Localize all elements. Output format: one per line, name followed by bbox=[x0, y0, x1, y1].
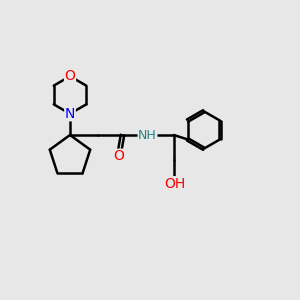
Text: NH: NH bbox=[138, 128, 157, 142]
Text: O: O bbox=[64, 69, 75, 83]
Text: N: N bbox=[65, 107, 75, 121]
Text: O: O bbox=[113, 149, 124, 163]
Text: OH: OH bbox=[164, 177, 186, 191]
